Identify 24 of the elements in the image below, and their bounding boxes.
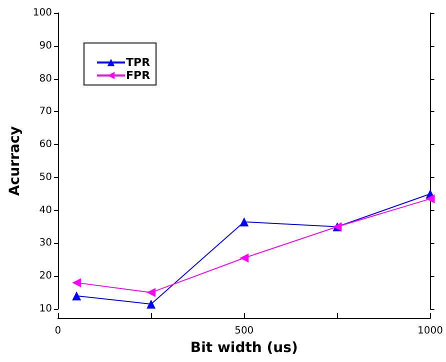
point [72, 291, 82, 300]
y-tick-label: 70 [39, 106, 52, 118]
y-tick-label: 50 [39, 172, 52, 183]
point [426, 194, 435, 204]
point [146, 288, 156, 298]
y-tick-label: 90 [39, 40, 52, 52]
x-tick-label: 1000 [418, 326, 443, 336]
point [72, 278, 82, 288]
y-tick-label: 40 [39, 204, 52, 216]
y-tick-label: 100 [32, 8, 52, 18]
legend-label: FPR [126, 69, 151, 82]
legend-label: TPR [126, 56, 151, 69]
y-tick-label: 80 [39, 73, 52, 84]
point [240, 217, 249, 226]
y-tick-label: 60 [39, 139, 52, 150]
y-axis-title: Acurracy [7, 126, 23, 196]
y-tick-label: 20 [39, 270, 52, 282]
y-tick-label: 30 [39, 238, 52, 249]
point [240, 254, 249, 263]
y-tick-label: 10 [39, 304, 52, 314]
x-axis-title: Bit width (us) [190, 340, 298, 356]
point [146, 300, 156, 309]
x-tick-label: 0 [54, 326, 62, 336]
x-tick-label: 500 [234, 326, 254, 336]
